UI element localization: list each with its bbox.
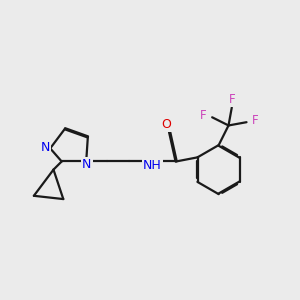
- Text: NH: NH: [143, 159, 162, 172]
- Text: O: O: [161, 118, 171, 131]
- Text: N: N: [40, 141, 50, 154]
- Text: F: F: [200, 109, 206, 122]
- Text: F: F: [229, 93, 236, 106]
- Text: N: N: [82, 158, 92, 171]
- Text: F: F: [252, 114, 259, 127]
